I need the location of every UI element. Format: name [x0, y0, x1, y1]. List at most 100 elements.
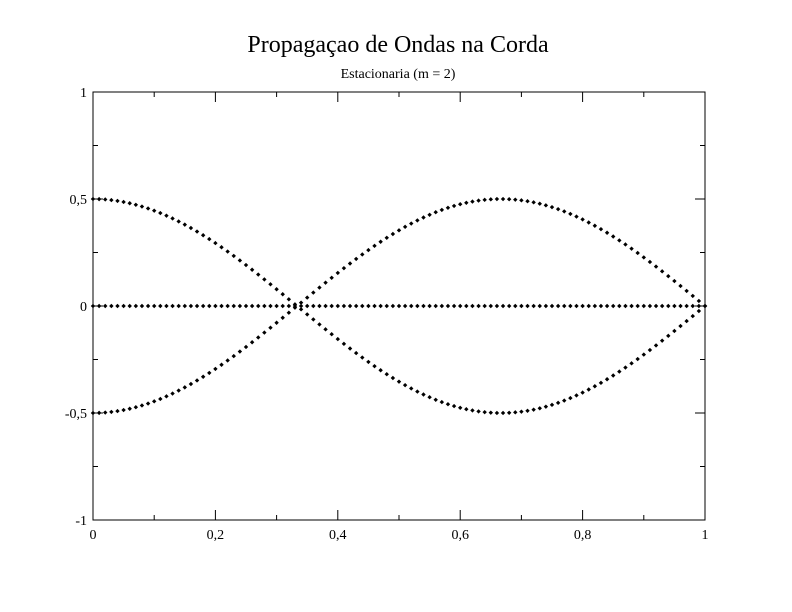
- series-1-point: [543, 303, 549, 309]
- x-tick-label: 1: [702, 528, 709, 543]
- series-2-point: [574, 214, 579, 219]
- series-0-point: [678, 323, 683, 329]
- series-0-point: [525, 408, 530, 413]
- series-0-point: [390, 375, 396, 381]
- series-2-point: [121, 407, 126, 413]
- series-1-point: [458, 303, 463, 309]
- x-tick-label: 0,8: [574, 528, 592, 543]
- series-2-point: [366, 247, 371, 253]
- series-2-point: [372, 243, 377, 249]
- series-1-point: [427, 303, 432, 309]
- series-1-point: [103, 303, 108, 309]
- series-2-point: [537, 201, 542, 206]
- series-2-point: [298, 300, 304, 305]
- series-2-point: [360, 252, 365, 257]
- series-0-point: [127, 201, 132, 206]
- series-0-point: [555, 400, 561, 406]
- series-0-point: [574, 393, 579, 398]
- series-0-point: [311, 317, 316, 322]
- x-tick-label: 0,6: [451, 528, 469, 543]
- series-2-point: [323, 280, 328, 285]
- series-0-point: [378, 368, 383, 373]
- series-2-point: [384, 235, 389, 240]
- series-2-point: [549, 204, 555, 210]
- series-0-point: [611, 373, 616, 378]
- series-0-point: [543, 404, 549, 409]
- series-1-point: [329, 303, 334, 309]
- series-2-point: [409, 221, 414, 226]
- y-tick-label: 1: [80, 86, 87, 101]
- series-1-point: [280, 303, 285, 309]
- series-0-point: [506, 410, 512, 415]
- series-2-point: [555, 206, 561, 212]
- series-1-point: [476, 303, 481, 309]
- series-0-point: [341, 341, 347, 347]
- series-0-point: [133, 202, 139, 207]
- series-2-point: [188, 381, 194, 387]
- series-0-point: [182, 222, 187, 227]
- series-2-point: [684, 288, 689, 294]
- series-2-point: [494, 196, 500, 202]
- series-2-point: [666, 273, 671, 279]
- series-1-point: [249, 303, 255, 309]
- series-2-point: [690, 293, 695, 299]
- series-0-point: [207, 236, 212, 242]
- series-0-point: [170, 216, 175, 221]
- series-1-point: [666, 303, 671, 309]
- series-2-point: [219, 362, 224, 367]
- series-0-point: [445, 401, 451, 407]
- series-1-point: [311, 303, 316, 309]
- series-0-point: [629, 361, 634, 366]
- series-1-point: [139, 303, 145, 309]
- series-2-point: [506, 197, 512, 202]
- series-2-point: [641, 255, 646, 260]
- series-1-point: [611, 303, 616, 309]
- series-2-point: [433, 210, 438, 215]
- series-1-point: [464, 303, 469, 309]
- series-0-point: [335, 336, 340, 342]
- series-1-point: [158, 303, 163, 309]
- series-0-point: [280, 292, 285, 297]
- y-tick-label: 0,5: [70, 193, 88, 208]
- series-1-point: [555, 303, 561, 309]
- series-2-point: [103, 410, 108, 415]
- series-2-point: [482, 197, 487, 203]
- series-0-point: [684, 318, 689, 324]
- series-0-point: [623, 365, 628, 370]
- series-0-point: [458, 405, 463, 410]
- series-0-point: [274, 287, 279, 292]
- series-1-point: [402, 303, 408, 309]
- series-2-point: [133, 405, 139, 410]
- series-0-point: [519, 409, 524, 414]
- series-2-point: [598, 226, 604, 232]
- series-2-point: [592, 223, 598, 228]
- series-0-point: [635, 356, 640, 362]
- series-0-point: [152, 208, 157, 213]
- series-0-point: [690, 313, 695, 319]
- series-1-point: [409, 303, 414, 309]
- series-2-point: [415, 218, 420, 223]
- axis-ticks: [92, 91, 706, 521]
- series-0-point: [329, 332, 334, 337]
- series-1-point: [90, 303, 96, 309]
- series-2-point: [586, 220, 591, 225]
- series-2-point: [225, 358, 230, 363]
- series-0-point: [360, 355, 365, 360]
- series-0-point: [598, 380, 604, 386]
- series-0-point: [384, 372, 389, 377]
- series-2-point: [672, 278, 677, 284]
- series-2-point: [629, 246, 634, 251]
- series-1-point: [317, 303, 322, 309]
- series-2-point: [311, 290, 316, 295]
- series-1-point: [641, 303, 646, 309]
- series-2-point: [476, 198, 481, 203]
- series-0-point: [586, 387, 591, 392]
- series-1-point: [133, 303, 139, 309]
- series-1-point: [678, 303, 683, 309]
- series-0-point: [158, 210, 163, 216]
- series-1-point: [182, 303, 187, 309]
- series-0-point: [219, 245, 224, 250]
- series-1-point: [115, 303, 120, 309]
- series-0-point: [213, 240, 218, 246]
